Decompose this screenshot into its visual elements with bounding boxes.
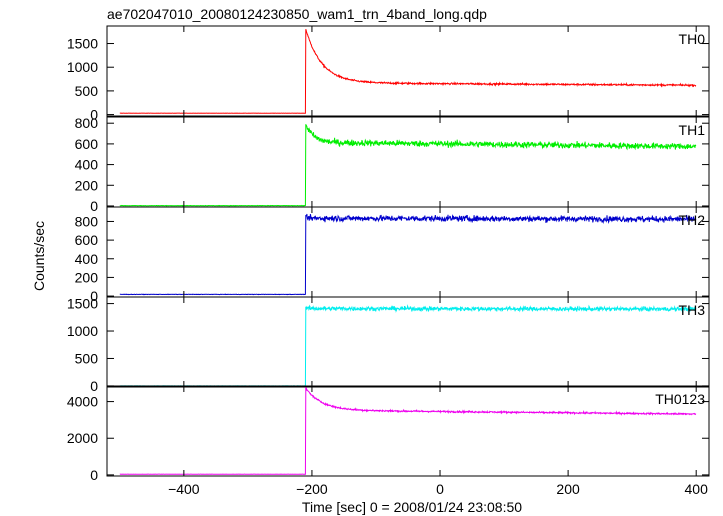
panel-th0123: 0 2000 4000 TH0123 xyxy=(67,385,710,483)
series-line-th3 xyxy=(119,304,697,387)
y-tick-label: 1500 xyxy=(67,296,98,312)
panel-frame xyxy=(106,25,710,117)
panel-label: TH0 xyxy=(679,31,706,47)
panel-th3: 0 500 1000 1500 TH3 xyxy=(67,296,710,394)
y-tick-label: 800 xyxy=(75,213,99,229)
panel-frame xyxy=(106,116,710,208)
panels: 0 500 1000 1500 TH0 0 200 400 600 800 TH1 0 200 400 60… xyxy=(67,25,710,497)
panel-frame xyxy=(106,385,710,477)
panel-th2: 0 200 400 600 800 TH2 xyxy=(75,206,710,304)
x-tick-label: −200 xyxy=(296,481,328,497)
y-tick-label: 400 xyxy=(75,251,99,267)
series-line-th0 xyxy=(119,29,697,114)
y-tick-label: 500 xyxy=(75,83,99,99)
y-tick-label: 4000 xyxy=(67,394,98,410)
y-tick-label: 200 xyxy=(75,177,99,193)
y-tick-label: 0 xyxy=(90,378,98,394)
y-tick-label: 0 xyxy=(90,288,98,304)
panel-label: TH1 xyxy=(679,122,706,138)
panel-label: TH0123 xyxy=(655,391,705,407)
y-tick-label: 800 xyxy=(75,115,99,131)
y-tick-label: 1000 xyxy=(67,59,98,75)
x-tick-label: −400 xyxy=(168,481,200,497)
y-tick-label: 600 xyxy=(75,136,99,152)
y-tick-label: 2000 xyxy=(67,430,98,446)
series-line-th0123 xyxy=(119,387,697,475)
x-tick-label: 0 xyxy=(436,481,444,497)
panel-label: TH3 xyxy=(679,302,706,318)
series-line-th1 xyxy=(119,124,697,207)
x-axis-label: Time [sec] 0 = 2008/01/24 23:08:50 xyxy=(302,499,522,515)
y-tick-label: 400 xyxy=(75,157,99,173)
y-tick-label: 0 xyxy=(90,198,98,214)
y-tick-label: 1500 xyxy=(67,36,98,52)
y-tick-label: 500 xyxy=(75,350,99,366)
y-tick-label: 1000 xyxy=(67,323,98,339)
y-tick-label: 0 xyxy=(90,107,98,123)
panel-label: TH2 xyxy=(679,212,706,228)
chart-title: ae702047010_20080124230850_wam1_trn_4ban… xyxy=(107,6,487,22)
panel-th1: 0 200 400 600 800 TH1 xyxy=(75,115,710,214)
y-tick-label: 600 xyxy=(75,232,99,248)
panel-frame xyxy=(106,296,710,388)
y-tick-label: 0 xyxy=(90,467,98,483)
series-line-th2 xyxy=(119,213,697,296)
panel-th0: 0 500 1000 1500 TH0 xyxy=(67,25,710,123)
y-axis-label: Counts/sec xyxy=(31,221,47,291)
x-tick-label: 200 xyxy=(556,481,580,497)
y-tick-label: 200 xyxy=(75,269,99,285)
x-tick-label: 400 xyxy=(685,481,709,497)
